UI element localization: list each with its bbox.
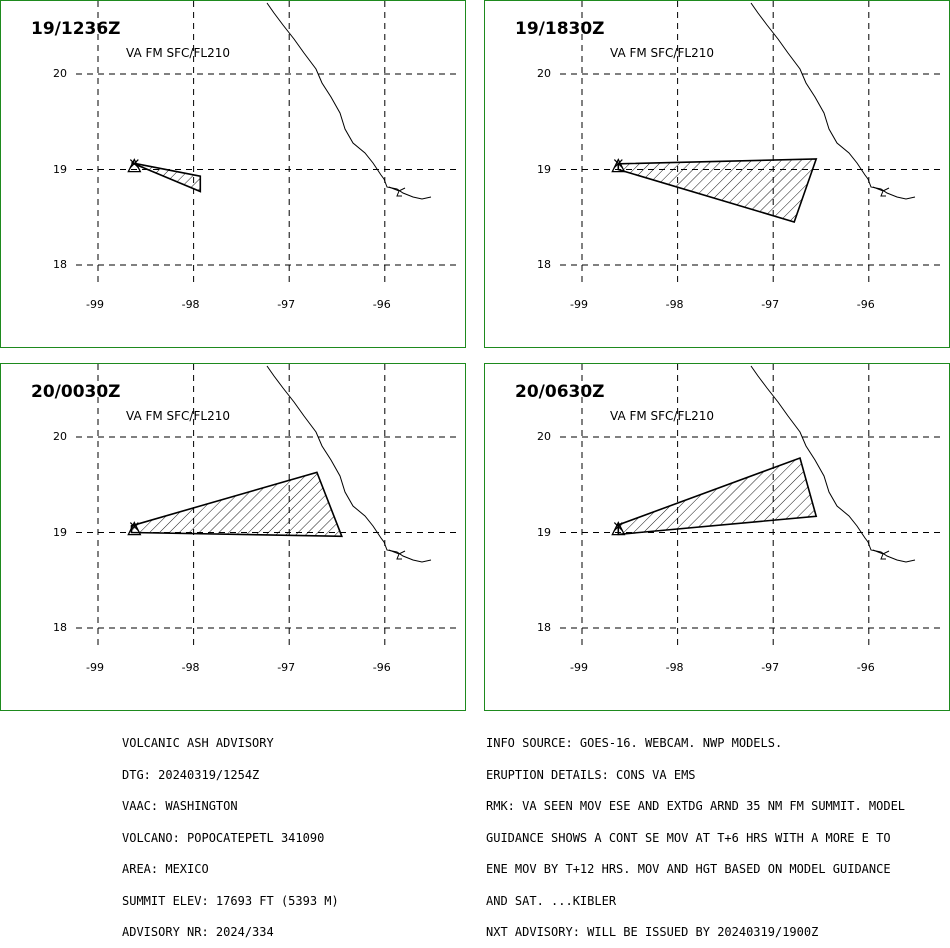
volcano-icon (611, 158, 626, 173)
advisory-line: SUMMIT ELEV: 17693 FT (5393 M) (122, 893, 339, 908)
lat-label: 18 (537, 258, 551, 271)
advisory-line: GUIDANCE SHOWS A CONT SE MOV AT T+6 HRS … (486, 830, 891, 845)
advisory-line: NXT ADVISORY: WILL BE ISSUED BY 20240319… (486, 925, 819, 939)
lat-label: 18 (53, 258, 67, 271)
ash-cloud-polygon (131, 162, 202, 193)
coastline (266, 2, 432, 200)
coastline-detail (388, 186, 406, 197)
forecast-panel-2: 19/1830Z VA FM SFC/FL210 20 19 18 -99 -98 -97… (484, 0, 950, 348)
advisory-line: AND SAT. ...KIBLER (486, 893, 617, 908)
advisory-header-text: VOLCANIC ASH ADVISORY DTG: 20240319/1254… (122, 717, 339, 948)
advisory-line: INFO SOURCE: GOES-16. WEBCAM. NWP MODELS… (486, 736, 783, 750)
lon-label: -97 (277, 661, 296, 674)
map-canvas (76, 1, 461, 286)
lat-label: 19 (537, 162, 551, 176)
lon-label: -96 (372, 298, 391, 311)
lon-label: -97 (761, 661, 780, 674)
coastline (750, 365, 916, 563)
panel-level: VA FM SFC/FL210 (126, 46, 230, 60)
lon-label: -97 (761, 298, 780, 311)
lat-label: 19 (53, 525, 67, 539)
panel-level: VA FM SFC/FL210 (610, 46, 714, 60)
ash-cloud-polygon (617, 456, 818, 536)
coastline (266, 365, 432, 563)
volcano-icon (129, 159, 139, 169)
lat-label: 20 (537, 430, 551, 443)
lat-label: 20 (53, 430, 67, 443)
lon-label: -96 (856, 298, 875, 311)
coastline-detail (872, 549, 890, 560)
advisory-line: VAAC: WASHINGTON (122, 799, 238, 813)
lat-label: 19 (53, 162, 67, 176)
lon-label: -99 (570, 661, 588, 674)
lat-label: 20 (53, 67, 67, 80)
ash-cloud-polygon (130, 471, 343, 538)
advisory-line: ERUPTION DETAILS: CONS VA EMS (486, 767, 696, 782)
volcano-icon (613, 159, 623, 169)
advisory-line: RMK: VA SEEN MOV ESE AND EXTDG ARND 35 N… (486, 799, 906, 813)
volcano-icon (127, 521, 142, 536)
advisory-line: DTG: 20240319/1254Z (122, 767, 260, 782)
map-canvas (560, 364, 945, 649)
lon-label: -98 (665, 661, 684, 674)
lon-label: -97 (277, 298, 296, 311)
forecast-panel-4: 20/0630Z VA FM SFC/FL210 20 19 18 -99 -98 -97… (484, 363, 950, 711)
lon-label: -99 (86, 298, 104, 311)
lon-label: -96 (856, 661, 875, 674)
coastline-detail (872, 186, 890, 197)
lon-label: -99 (86, 661, 104, 674)
forecast-panel-3: 20/0030Z VA FM SFC/FL210 20 19 18 -99 -98 -97… (0, 363, 466, 711)
panel-level: VA FM SFC/FL210 (126, 409, 230, 423)
panel-level: VA FM SFC/FL210 (610, 409, 714, 423)
lat-label: 18 (537, 621, 551, 634)
lon-label: -99 (570, 298, 588, 311)
ash-cloud-polygon (617, 158, 818, 223)
advisory-line: VOLCANO: POPOCATEPETL 341090 (122, 830, 325, 845)
map-canvas (560, 1, 945, 286)
lon-label: -96 (372, 661, 391, 674)
volcano-icon (613, 522, 623, 532)
coastline-detail (388, 549, 406, 560)
lon-label: -98 (181, 661, 200, 674)
coastline (750, 2, 916, 200)
volcano-icon (611, 521, 626, 536)
forecast-panel-1: 19/1236Z VA FM SFC/FL210 20 19 18 -99 -98 -97… (0, 0, 466, 348)
advisory-line: VOLCANIC ASH ADVISORY (122, 736, 274, 750)
lat-label: 20 (537, 67, 551, 80)
volcano-icon (129, 522, 139, 532)
advisory-line: AREA: MEXICO (122, 862, 209, 876)
advisory-line: ENE MOV BY T+12 HRS. MOV AND HGT BASED O… (486, 862, 891, 876)
map-canvas (76, 364, 461, 649)
lat-label: 18 (53, 621, 67, 634)
lon-label: -98 (665, 298, 684, 311)
advisory-line: ADVISORY NR: 2024/334 (122, 925, 274, 939)
lon-label: -98 (181, 298, 200, 311)
volcano-icon (127, 158, 142, 173)
advisory-remarks-text: INFO SOURCE: GOES-16. WEBCAM. NWP MODELS… (486, 717, 905, 948)
lat-label: 19 (537, 525, 551, 539)
